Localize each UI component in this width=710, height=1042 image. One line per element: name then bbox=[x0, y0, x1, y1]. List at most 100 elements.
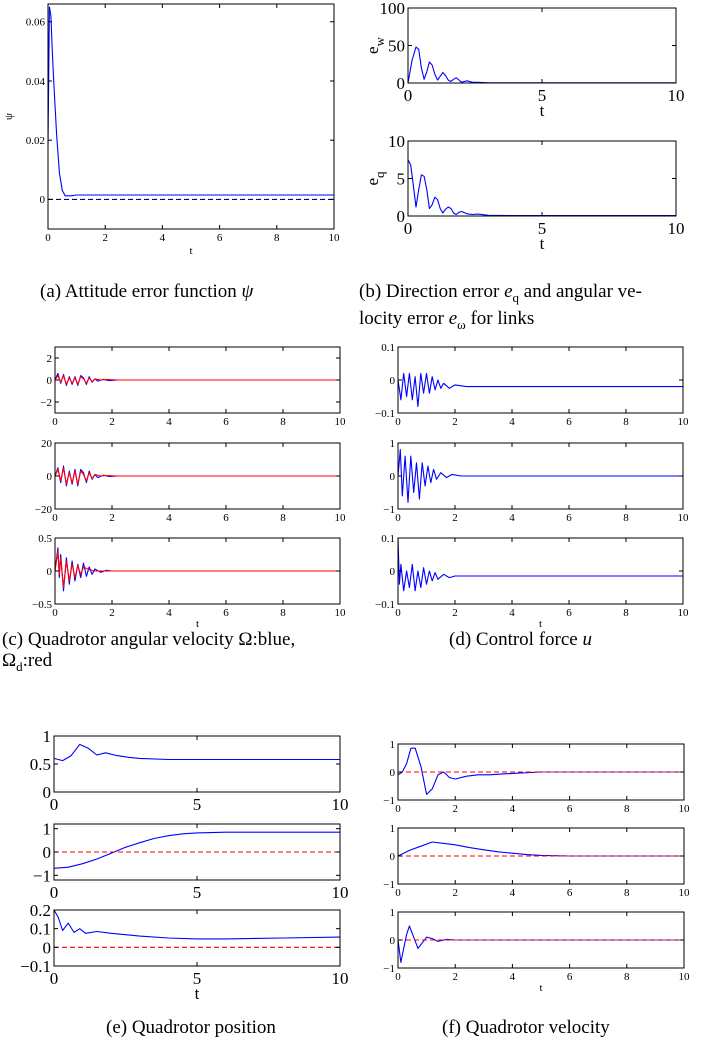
series-a-actual-0 bbox=[47, 6, 334, 197]
series-b1-actual-0 bbox=[407, 46, 676, 84]
xtick-label-d3-4: 8 bbox=[623, 607, 629, 619]
xtick-label-c3-5: 10 bbox=[335, 607, 347, 619]
ytick-label-d2-2: 1 bbox=[390, 438, 396, 450]
ytick-label-d2-0: −1 bbox=[383, 504, 395, 516]
series-c2-desired-1 bbox=[54, 467, 340, 485]
caption-e-text: (e) Quadrotor position bbox=[106, 1017, 276, 1038]
axes-box-d3 bbox=[397, 537, 684, 605]
chart-c1: 0 2 4 6 8 10−202 bbox=[40, 346, 346, 428]
series-c3-actual-0 bbox=[54, 547, 340, 592]
ytick-label-e1-2: 1 bbox=[43, 727, 52, 746]
xlabel-a: t bbox=[189, 245, 192, 257]
xtick-label-f3-3: 6 bbox=[567, 971, 573, 983]
xtick-label-b1-0: 0 bbox=[404, 86, 413, 105]
xtick-label-f1-1: 2 bbox=[452, 803, 458, 815]
series-e2-actual-0 bbox=[53, 831, 340, 869]
xtick-label-d2-2: 4 bbox=[509, 512, 515, 524]
ytick-label-c2-1: 0 bbox=[47, 471, 53, 483]
series-b2-actual-0 bbox=[407, 159, 676, 217]
xtick-label-a-1: 2 bbox=[102, 232, 108, 244]
ytick-label-d3-1: 0 bbox=[390, 566, 396, 578]
xtick-label-d2-5: 10 bbox=[678, 512, 690, 524]
ytick-label-e1-1: 0.5 bbox=[30, 755, 51, 774]
xtick-label-f1-5: 10 bbox=[679, 803, 691, 815]
ytick-label-a-0: 0 bbox=[40, 194, 46, 206]
ytick-label-f2-2: 1 bbox=[390, 823, 396, 835]
xtick-label-f2-4: 8 bbox=[624, 887, 630, 899]
chart-e1: 0 5 10 0 0.5 1 bbox=[30, 727, 349, 814]
caption-c-end: :red bbox=[22, 650, 53, 671]
chart-d2: 0 2 4 6 8 10−101 bbox=[383, 438, 689, 524]
xlabel-f3: t bbox=[539, 982, 542, 994]
ytick-label-f3-2: 1 bbox=[390, 907, 396, 919]
chart-f1: 0 2 4 6 8 10−101 bbox=[383, 739, 690, 815]
caption-a-text: (a) Attitude error function bbox=[40, 281, 242, 302]
ytick-label-c1-0: −2 bbox=[40, 397, 52, 409]
ytick-label-d3-2: 0.1 bbox=[381, 533, 395, 545]
xtick-label-e1-0: 0 bbox=[50, 795, 59, 814]
chart-e3: 0 5 10−0.100.10.2t bbox=[20, 901, 348, 1003]
xtick-label-c2-2: 4 bbox=[166, 512, 172, 524]
xtick-label-a-4: 8 bbox=[274, 232, 280, 244]
ytick-label-b1-0: 0 bbox=[397, 74, 406, 93]
ytick-label-c3-1: 0 bbox=[47, 566, 53, 578]
xlabel-d3: t bbox=[539, 618, 542, 630]
caption-a: (a) Attitude error function ψ bbox=[40, 281, 253, 302]
xtick-label-d2-4: 8 bbox=[623, 512, 629, 524]
ytick-label-f1-1: 0 bbox=[390, 767, 396, 779]
xtick-label-d3-3: 6 bbox=[566, 607, 572, 619]
xtick-label-b2-0: 0 bbox=[404, 219, 413, 238]
ytick-label-f2-0: −1 bbox=[383, 879, 395, 891]
chart-d1: 0 2 4 6 8 10−0.100.1 bbox=[375, 342, 689, 428]
ylabel-a: ψ bbox=[3, 113, 15, 120]
ytick-label-e1-0: 0 bbox=[43, 783, 52, 802]
caption-c-line2: Ω bbox=[2, 650, 17, 671]
xtick-label-f2-0: 0 bbox=[395, 887, 401, 899]
series-c3-desired-1 bbox=[54, 550, 340, 589]
ylabel-b1: ew bbox=[363, 36, 387, 54]
xtick-label-b1-2: 10 bbox=[668, 86, 685, 105]
ytick-label-c1-2: 2 bbox=[47, 353, 53, 365]
xtick-label-c2-4: 8 bbox=[280, 512, 286, 524]
xtick-label-f3-4: 8 bbox=[624, 971, 630, 983]
xtick-label-d3-0: 0 bbox=[395, 607, 401, 619]
ytick-label-e2-2: 1 bbox=[43, 820, 52, 839]
xtick-label-f1-0: 0 bbox=[395, 803, 401, 815]
caption-b: (b) Direction error eq and angular ve- l… bbox=[359, 281, 699, 335]
axes-box-b2 bbox=[407, 140, 677, 217]
ytick-label-a-3: 0.06 bbox=[26, 17, 46, 29]
series-f1-actual-0 bbox=[397, 747, 684, 795]
ytick-label-e3-1: 0 bbox=[43, 938, 52, 957]
xtick-label-b1-1: 5 bbox=[538, 86, 547, 105]
series-e3-actual-0 bbox=[53, 909, 341, 940]
series-f3-actual-0 bbox=[397, 925, 684, 963]
caption-b-line2: locity error bbox=[359, 307, 449, 329]
xlabel-b1: t bbox=[540, 101, 545, 120]
xtick-label-c2-5: 10 bbox=[335, 512, 347, 524]
ytick-label-c3-2: 0.5 bbox=[38, 533, 52, 545]
xtick-label-d2-3: 6 bbox=[566, 512, 572, 524]
ytick-label-e3-0: −0.1 bbox=[20, 957, 51, 976]
ytick-label-f3-0: −1 bbox=[383, 963, 395, 975]
chart-a: 0 2 4 6 8 10 0 0.02 0.04 0.06 t ψ bbox=[3, 3, 340, 257]
xtick-label-f2-5: 10 bbox=[679, 887, 691, 899]
xtick-label-f1-4: 8 bbox=[624, 803, 630, 815]
ytick-label-d1-0: −0.1 bbox=[375, 408, 395, 420]
ytick-label-f3-1: 0 bbox=[390, 935, 396, 947]
caption-b-eq: e bbox=[504, 281, 513, 302]
xtick-label-f1-3: 6 bbox=[567, 803, 573, 815]
xtick-label-f3-0: 0 bbox=[395, 971, 401, 983]
caption-a-symbol: ψ bbox=[241, 281, 254, 302]
series-d2-actual-0 bbox=[397, 449, 683, 503]
xtick-label-f1-2: 4 bbox=[510, 803, 516, 815]
xtick-label-f3-1: 2 bbox=[452, 971, 458, 983]
caption-b-end: for links bbox=[465, 307, 535, 329]
xtick-label-e3-1: 5 bbox=[193, 969, 202, 988]
ytick-label-b1-1: 50 bbox=[388, 36, 405, 55]
ytick-label-d1-1: 0 bbox=[390, 375, 396, 387]
caption-c: (c) Quadrotor angular velocity Ω:blue, Ω… bbox=[2, 629, 295, 677]
xtick-label-c3-4: 8 bbox=[280, 607, 286, 619]
xtick-label-f3-2: 4 bbox=[510, 971, 516, 983]
